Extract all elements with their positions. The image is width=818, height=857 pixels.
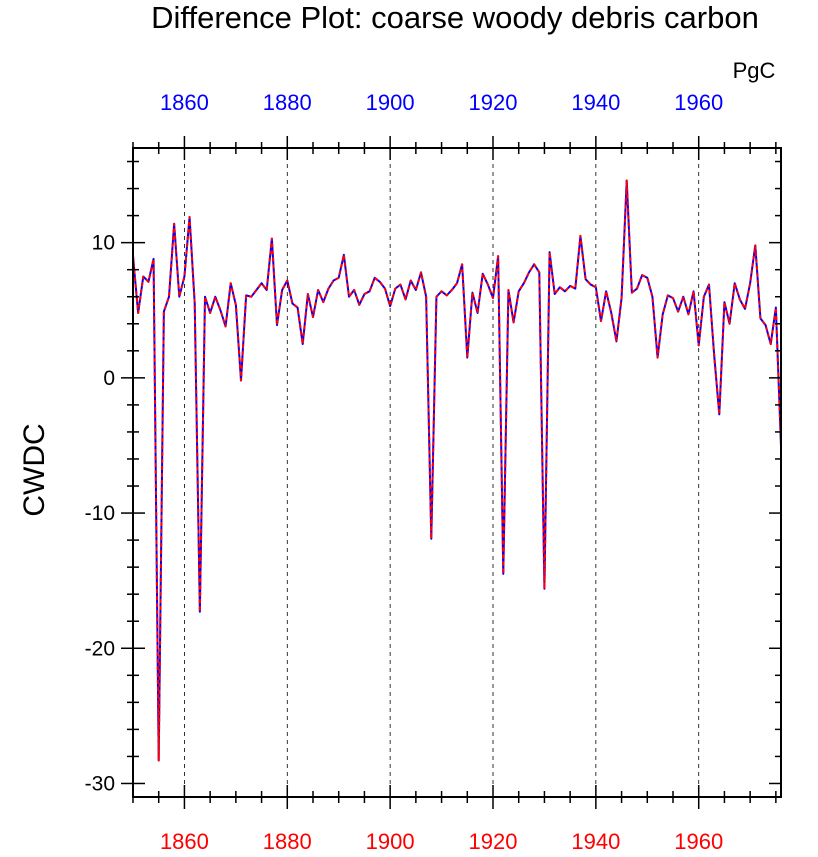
x-tick-label-bottom-1960: 1960 — [674, 829, 723, 854]
x-tick-label-bottom-1900: 1900 — [366, 829, 415, 854]
x-tick-label-top-1960: 1960 — [674, 90, 723, 115]
x-tick-label-top-1940: 1940 — [571, 90, 620, 115]
x-tick-label-bottom-1880: 1880 — [263, 829, 312, 854]
x-tick-label-bottom-1860: 1860 — [160, 829, 209, 854]
x-tick-label-top-1860: 1860 — [160, 90, 209, 115]
grid-lines — [184, 148, 700, 797]
tick-labels: 10 0 -10 -20 -30 1860 1880 1900 1920 1940 1960 1860… — [85, 90, 724, 854]
x-tick-label-top-1900: 1900 — [366, 90, 415, 115]
units-label: PgC — [733, 58, 776, 83]
y-tick-label-10: 10 — [92, 232, 115, 255]
plot-frame — [132, 147, 782, 798]
y-tick-label--10: -10 — [85, 502, 115, 525]
chart-title: Difference Plot: coarse woody debris car… — [151, 0, 759, 35]
x-tick-label-top-1920: 1920 — [469, 90, 518, 115]
x-tick-label-top-1880: 1880 — [263, 90, 312, 115]
x-tick-label-bottom-1940: 1940 — [571, 829, 620, 854]
y-tick-label--20: -20 — [85, 637, 115, 660]
y-tick-label-0: 0 — [103, 367, 115, 390]
axis-ticks — [121, 136, 781, 809]
plot-border — [132, 147, 782, 798]
series-line-1 — [132, 179, 782, 762]
x-tick-label-bottom-1920: 1920 — [469, 829, 518, 854]
y-axis-label: CWDC — [18, 423, 51, 516]
series-line-2 — [132, 179, 782, 762]
series-lines — [132, 179, 782, 762]
y-tick-label--30: -30 — [85, 772, 115, 795]
